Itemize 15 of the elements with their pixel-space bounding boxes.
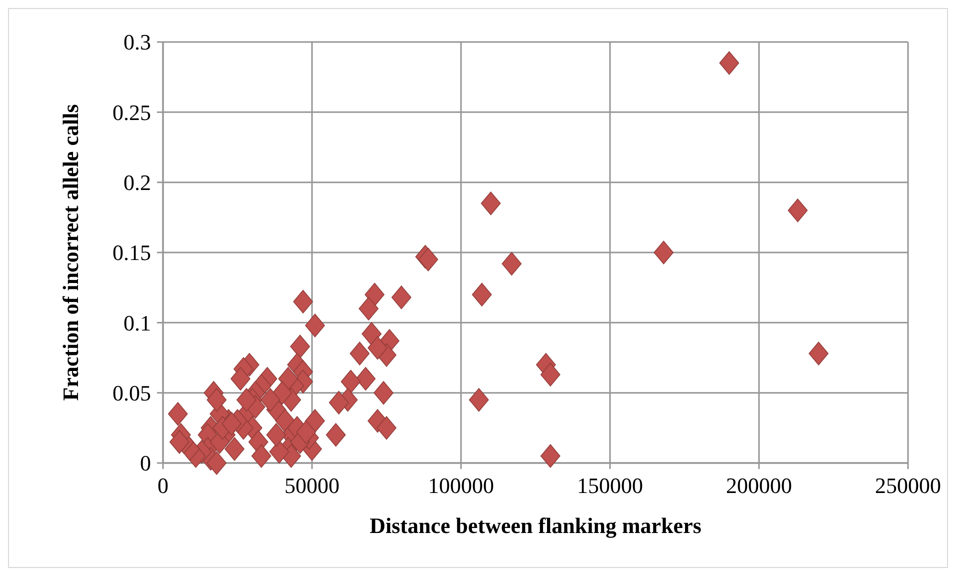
y-axis-title: Fraction of incorrect allele calls <box>58 104 83 401</box>
y-tick-label: 0.2 <box>124 170 151 196</box>
y-tick-label: 0.1 <box>124 310 151 336</box>
y-tick-label: 0 <box>140 450 151 476</box>
x-tick-label: 50000 <box>284 473 340 498</box>
x-tick-label: 150000 <box>577 473 643 498</box>
x-tick-label: 100000 <box>428 473 494 498</box>
y-tick-label: 0.3 <box>124 30 151 55</box>
x-tick-label: 200000 <box>726 473 792 498</box>
x-tick-label: 250000 <box>875 473 941 498</box>
y-tick-label: 0.15 <box>112 240 151 266</box>
x-tick-label: 0 <box>158 473 168 498</box>
y-tick-label: 0.25 <box>112 100 151 125</box>
y-tick-label: 0.05 <box>112 380 151 406</box>
x-axis-title: Distance between flanking markers <box>370 513 702 538</box>
